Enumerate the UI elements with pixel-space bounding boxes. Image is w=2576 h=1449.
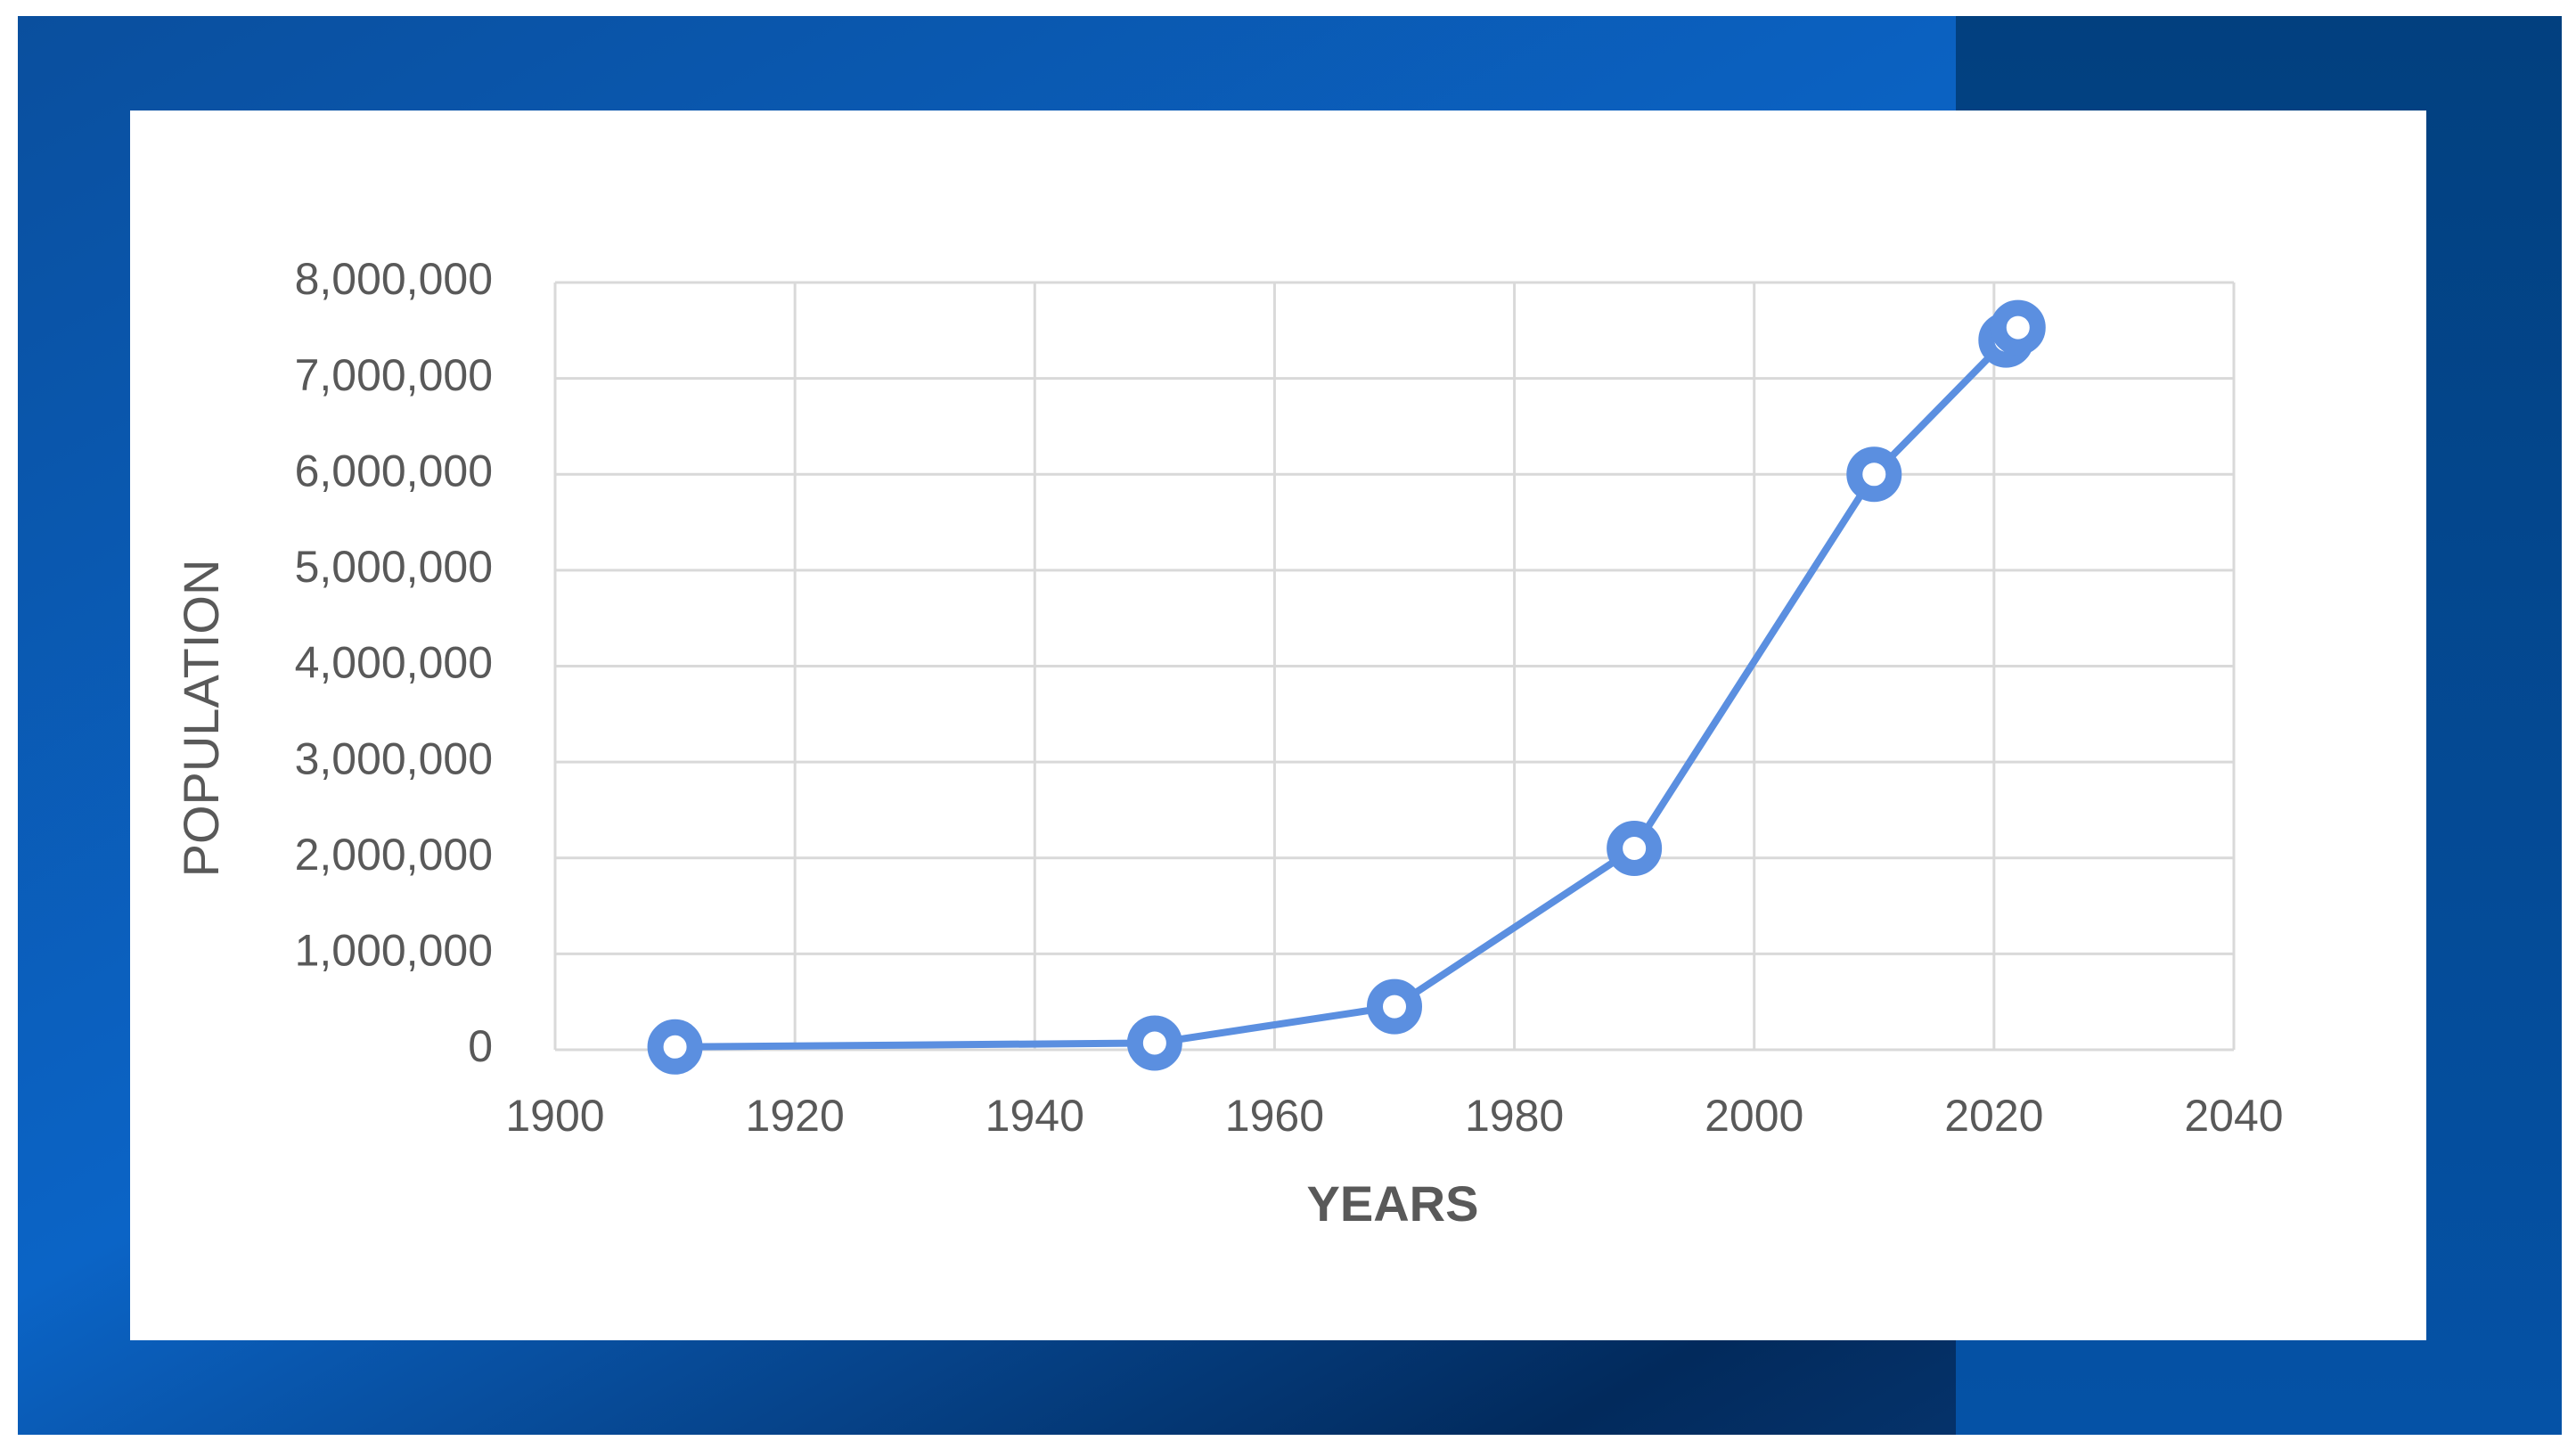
x-tick-label: 1900	[505, 1091, 604, 1141]
x-tick-label: 1940	[985, 1091, 1084, 1141]
x-tick-label: 2040	[2184, 1091, 2283, 1141]
y-tick-label: 5,000,000	[295, 542, 493, 592]
x-axis-title: YEARS	[1307, 1175, 1479, 1232]
y-tick-label: 8,000,000	[295, 254, 493, 304]
data-point	[1367, 978, 1422, 1035]
x-tick-label: 1960	[1225, 1091, 1324, 1141]
y-tick-label: 1,000,000	[295, 926, 493, 976]
y-tick-label: 0	[468, 1021, 493, 1071]
data-point	[1126, 1015, 1182, 1071]
y-tick-label: 2,000,000	[295, 830, 493, 880]
x-tick-label: 1980	[1465, 1091, 1564, 1141]
x-tick-label: 2000	[1705, 1091, 1803, 1141]
x-tick-label: 2020	[1944, 1091, 2043, 1141]
chart-panel	[130, 111, 2426, 1340]
data-point	[1990, 299, 2046, 356]
y-tick-label: 7,000,000	[295, 350, 493, 400]
y-tick-label: 4,000,000	[295, 638, 493, 688]
data-point	[1846, 446, 1902, 503]
y-axis-title: POPULATION	[173, 560, 229, 878]
y-tick-label: 6,000,000	[295, 446, 493, 495]
y-tick-label: 3,000,000	[295, 733, 493, 783]
data-point	[1607, 820, 1663, 876]
x-tick-label: 1920	[746, 1091, 845, 1141]
data-point	[647, 1019, 703, 1075]
